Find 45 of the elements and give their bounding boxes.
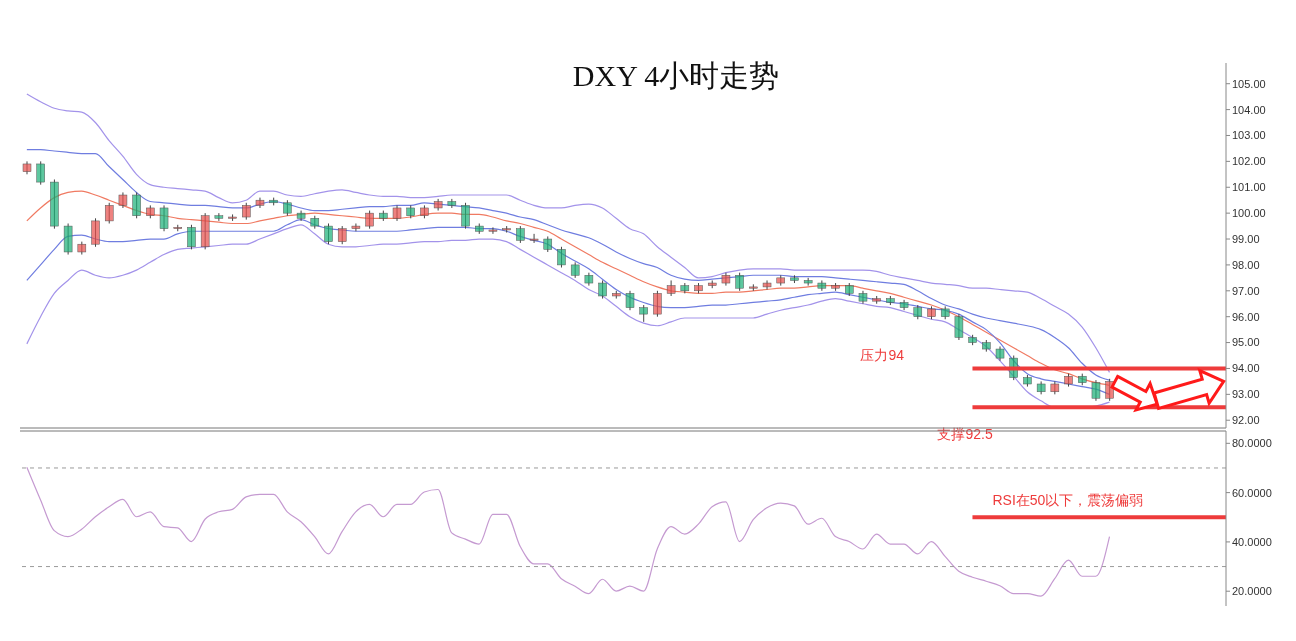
candlestick [214,212,224,222]
y-tick-label: 94.00 [1232,362,1260,375]
candlestick [104,202,114,224]
ref-line-label: 支撑92.5 [937,426,993,443]
y-tick-label: 40.0000 [1232,535,1272,548]
candlestick [598,279,607,300]
y-tick-label: 99.00 [1232,232,1260,245]
ref-line-label: RSI在50以下，震荡偏弱 [992,492,1144,509]
y-tick-label: 101.00 [1232,181,1266,194]
candlestick [337,225,347,245]
y-tick-label: 93.00 [1232,388,1260,401]
y-tick-label: 60.0000 [1232,486,1272,499]
candlestick [1091,379,1101,402]
candlestick [351,223,361,232]
candlestick [365,210,374,230]
candlestick [132,191,141,219]
candlestick [653,290,662,318]
candlestick [954,313,964,341]
candlestick [159,204,169,232]
chart-title: DXY 4小时走势 [572,59,780,92]
candlestick [488,226,498,235]
y-tick-label: 100.00 [1232,207,1266,220]
y-tick-label: 95.00 [1232,336,1260,349]
y-tick-label: 92.00 [1232,414,1260,427]
y-tick-label: 96.00 [1232,310,1260,323]
candlestick [187,224,196,250]
candlestick [36,160,45,186]
y-tick-label: 104.00 [1232,103,1266,116]
line-series [26,93,1111,373]
y-tick-label: 97.00 [1232,284,1260,297]
candlestick [324,223,333,245]
y-tick-label: 98.00 [1232,258,1260,271]
y-tick-label: 20.0000 [1232,585,1272,598]
ref-line-label: 压力94 [860,347,905,364]
line-series [26,149,1111,381]
candlestick [461,202,470,230]
y-tick-label: 103.00 [1232,129,1266,142]
candlestick [529,233,539,244]
candlestick [91,217,100,248]
candlestick [557,246,566,268]
candlestick [625,290,635,311]
y-tick-label: 80.0000 [1232,437,1272,450]
y-tick-label: 102.00 [1232,155,1266,168]
candlestick [735,272,744,292]
y-tick-label: 105.00 [1232,77,1266,90]
